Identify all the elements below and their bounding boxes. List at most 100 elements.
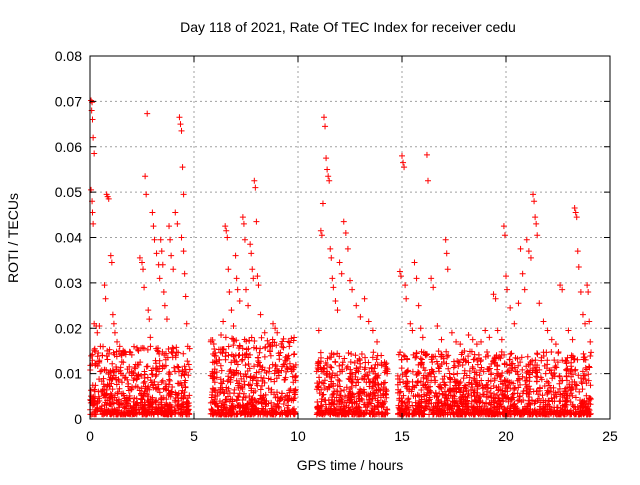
data-point xyxy=(379,411,386,418)
data-point xyxy=(372,374,379,381)
data-point xyxy=(451,376,458,383)
data-point xyxy=(540,318,547,325)
data-point xyxy=(156,350,163,357)
data-point xyxy=(399,398,406,405)
data-point xyxy=(434,405,441,412)
data-point xyxy=(526,371,533,378)
data-point xyxy=(270,320,277,327)
data-point xyxy=(565,327,572,334)
data-point xyxy=(469,406,476,413)
data-point xyxy=(403,295,410,302)
data-point xyxy=(271,378,278,385)
data-point xyxy=(519,373,526,380)
data-point xyxy=(366,383,373,390)
data-point xyxy=(334,307,341,314)
data-point xyxy=(167,371,174,378)
data-point xyxy=(248,385,255,392)
chart-title: Day 118 of 2021, Rate Of TEC Index for r… xyxy=(180,19,516,35)
data-point xyxy=(261,353,268,360)
data-point xyxy=(465,391,472,398)
data-point xyxy=(504,368,511,375)
data-point xyxy=(182,377,189,384)
data-point xyxy=(90,134,97,141)
data-point xyxy=(488,399,495,406)
data-point xyxy=(499,369,506,376)
data-point xyxy=(336,362,343,369)
data-point xyxy=(226,368,233,375)
data-point xyxy=(369,408,376,415)
data-point xyxy=(513,408,520,415)
data-point xyxy=(229,403,236,410)
data-point xyxy=(490,390,497,397)
data-point xyxy=(444,397,451,404)
data-point xyxy=(434,410,441,417)
data-point xyxy=(231,390,238,397)
data-point xyxy=(582,404,589,411)
data-point xyxy=(153,250,160,257)
data-point xyxy=(467,386,474,393)
data-point xyxy=(329,370,336,377)
data-point xyxy=(334,410,341,417)
data-point xyxy=(585,288,592,295)
data-point xyxy=(121,375,128,382)
data-point xyxy=(130,343,137,350)
data-point xyxy=(280,401,287,408)
data-point xyxy=(428,400,435,407)
data-point xyxy=(571,355,578,362)
data-point xyxy=(426,394,433,401)
data-point xyxy=(418,348,425,355)
data-point xyxy=(400,159,407,166)
data-point xyxy=(261,329,268,336)
data-point xyxy=(120,390,127,397)
data-point xyxy=(109,375,116,382)
data-point xyxy=(427,383,434,390)
data-point xyxy=(466,374,473,381)
data-point xyxy=(405,395,412,402)
data-point xyxy=(120,359,127,366)
data-point xyxy=(416,397,423,404)
data-point xyxy=(436,368,443,375)
data-point xyxy=(107,401,114,408)
data-point xyxy=(262,401,269,408)
data-point xyxy=(357,313,364,320)
data-point xyxy=(405,367,412,374)
data-point xyxy=(158,248,165,255)
data-point xyxy=(245,354,252,361)
data-point xyxy=(407,320,414,327)
data-point xyxy=(553,404,560,411)
data-point xyxy=(518,354,525,361)
data-point xyxy=(124,366,131,373)
data-point xyxy=(463,410,470,417)
data-point xyxy=(404,368,411,375)
data-point xyxy=(176,114,183,121)
data-point xyxy=(556,385,563,392)
data-point xyxy=(369,395,376,402)
data-point xyxy=(523,363,530,370)
data-point xyxy=(145,307,152,314)
data-point xyxy=(327,245,334,252)
data-point xyxy=(277,410,284,417)
x-tick-label: 10 xyxy=(290,428,306,444)
data-point xyxy=(573,382,580,389)
data-point xyxy=(217,362,224,369)
data-point xyxy=(373,373,380,380)
data-point xyxy=(532,214,539,221)
data-point xyxy=(222,398,229,405)
data-point xyxy=(235,382,242,389)
data-point xyxy=(110,372,117,379)
data-point xyxy=(529,357,536,364)
data-point xyxy=(428,356,435,363)
data-point xyxy=(138,391,145,398)
data-point xyxy=(413,371,420,378)
data-point xyxy=(490,291,497,298)
data-point xyxy=(246,393,253,400)
data-point xyxy=(435,383,442,390)
data-point xyxy=(561,408,568,415)
data-point xyxy=(262,391,269,398)
data-point xyxy=(94,329,101,336)
data-point xyxy=(238,375,245,382)
data-point xyxy=(175,349,182,356)
data-point xyxy=(441,381,448,388)
data-point xyxy=(347,370,354,377)
data-point xyxy=(241,236,248,243)
